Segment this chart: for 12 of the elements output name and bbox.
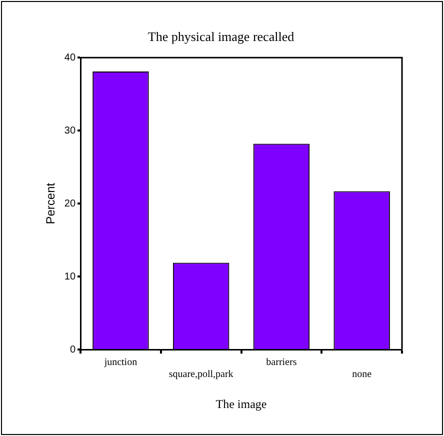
chart-title: The physical image recalled [148,29,295,44]
y-tick-label: 10 [64,271,76,282]
y-tick-label: 30 [64,125,76,136]
x-tick-label: junction [103,357,138,368]
x-axis-title: The image [216,396,267,411]
y-tick-label: 20 [64,198,76,210]
y-axis-title: Percent [44,182,58,224]
y-tick-label: 0 [70,344,76,356]
x-tick-label: barriers [266,357,297,368]
x-tick-label: none [352,369,372,380]
x-tick-label: square,poll,park [168,369,234,380]
y-tick-label: 40 [64,52,76,64]
